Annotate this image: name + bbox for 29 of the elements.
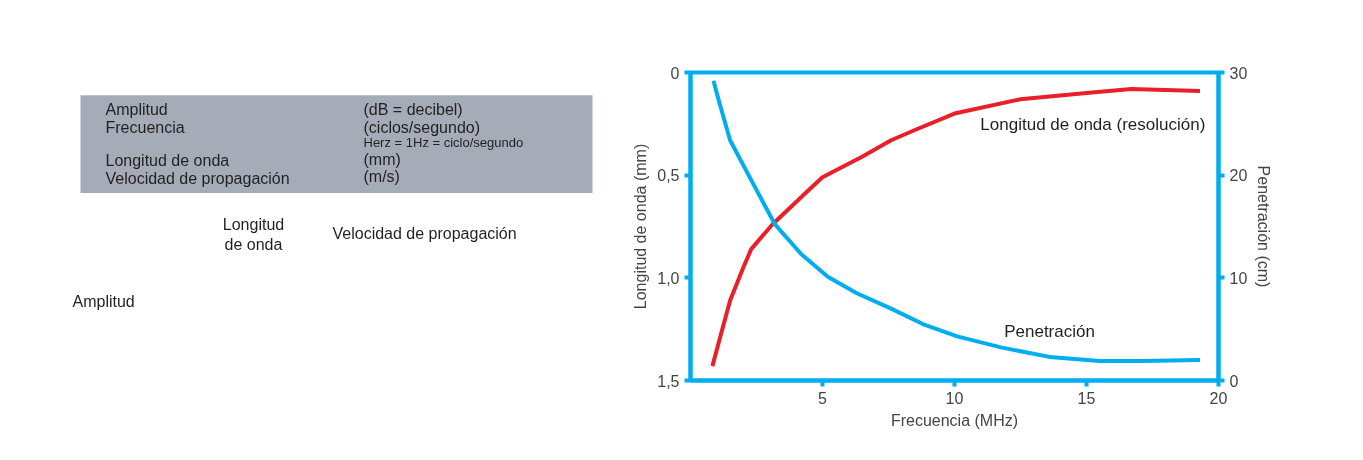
x-tick-label: 5 [818,389,828,407]
y-tick-label: 1,5 [657,372,680,390]
series-label: Longitud de onda (resolución) [980,115,1206,135]
x-tick-label: 15 [1077,389,1096,407]
x-tick-label: 10 [945,389,964,407]
text: Velocidad de propagación [332,224,517,242]
y-axis-title: Longitud de onda (mm) [632,143,650,310]
y-tick-label: 0,5 [657,167,680,185]
series-label: Penetración [1004,321,1095,341]
text: Longitud de onda [222,215,285,254]
y2-axis-title: Penetración (cm) [1255,165,1273,288]
text: (dB = decibel) [363,101,463,119]
x-tick-label: 20 [1209,389,1228,407]
y-tick-label: 0 [670,64,680,82]
y2-tick-label: 30 [1229,64,1248,82]
text: Amplitud [105,101,168,119]
y2-tick-label: 20 [1229,167,1248,185]
x-axis-title: Frecuencia (MHz) [890,411,1019,429]
text: Herz = 1Hz = ciclo/segundo [363,135,524,151]
text: Longitud de onda [105,152,230,170]
text: (m/s) [363,168,400,186]
text: Amplitud [72,292,135,310]
text: Frecuencia [105,118,185,136]
y-tick-label: 1,0 [657,269,680,287]
text: (ciclos/segundo) [363,118,480,136]
text: (mm) [363,151,401,169]
text: Velocidad de propagación [105,169,290,187]
y2-tick-label: 0 [1229,372,1239,390]
y2-tick-label: 10 [1229,269,1248,287]
